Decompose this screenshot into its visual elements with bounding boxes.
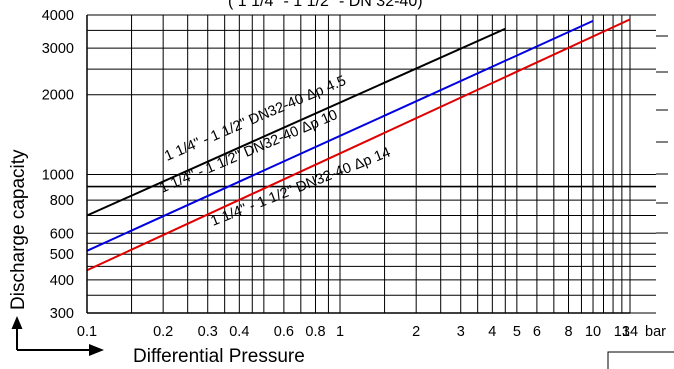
x-tick-label: 1 [336, 324, 344, 340]
y-axis-arrow-icon [11, 316, 23, 350]
y-tick-label: 4000 [42, 8, 74, 24]
right-margin-marks [656, 35, 668, 234]
chart-title-fragment: ( 1 1/4" - 1 1/2" - DN 32-40) [228, 0, 423, 10]
y-tick-label: 300 [50, 306, 74, 322]
x-tick-label: 10 [585, 324, 601, 340]
x-tick-label: 4 [488, 324, 496, 340]
x-tick-label: 14 [622, 324, 638, 340]
x-tick-label: 0.1 [77, 324, 97, 340]
y-axis-title: Discharge capacity [8, 149, 29, 310]
y-tick-labels: 300 400 500 600 800 1000 2000 3000 4000 [42, 8, 74, 322]
x-tick-label: 5 [513, 324, 521, 340]
x-tick-label: 0.3 [198, 324, 218, 340]
y-tick-label: 3000 [42, 41, 74, 57]
x-axis-title: Differential Pressure [133, 346, 305, 367]
x-tick-label: 6 [533, 324, 541, 340]
y-tick-label: 1000 [42, 167, 74, 183]
x-tick-label: 3 [457, 324, 465, 340]
series-lines [86, 18, 631, 272]
series-line-1 [86, 19, 594, 252]
series-line-0 [86, 27, 506, 217]
x-tick-label: 0.2 [153, 324, 173, 340]
grid-lines [86, 14, 656, 314]
series-line-2 [86, 18, 631, 272]
y-tick-label: 500 [50, 247, 74, 263]
plot-frame [86, 15, 630, 314]
x-tick-label: 0.4 [229, 324, 249, 340]
y-tick-label: 400 [50, 273, 74, 289]
y-tick-label: 2000 [42, 88, 74, 104]
corner-box [607, 351, 674, 369]
x-unit-label: bar [645, 324, 666, 340]
y-tick-label: 600 [50, 226, 74, 242]
x-tick-label: 2 [412, 324, 420, 340]
y-tick-label: 800 [50, 193, 74, 209]
x-axis-arrow-icon [17, 344, 104, 356]
x-tick-label: 13 [614, 324, 630, 340]
x-tick-label: 0.8 [305, 324, 325, 340]
x-tick-label: 8 [564, 324, 572, 340]
x-tick-label: 0.6 [274, 324, 294, 340]
